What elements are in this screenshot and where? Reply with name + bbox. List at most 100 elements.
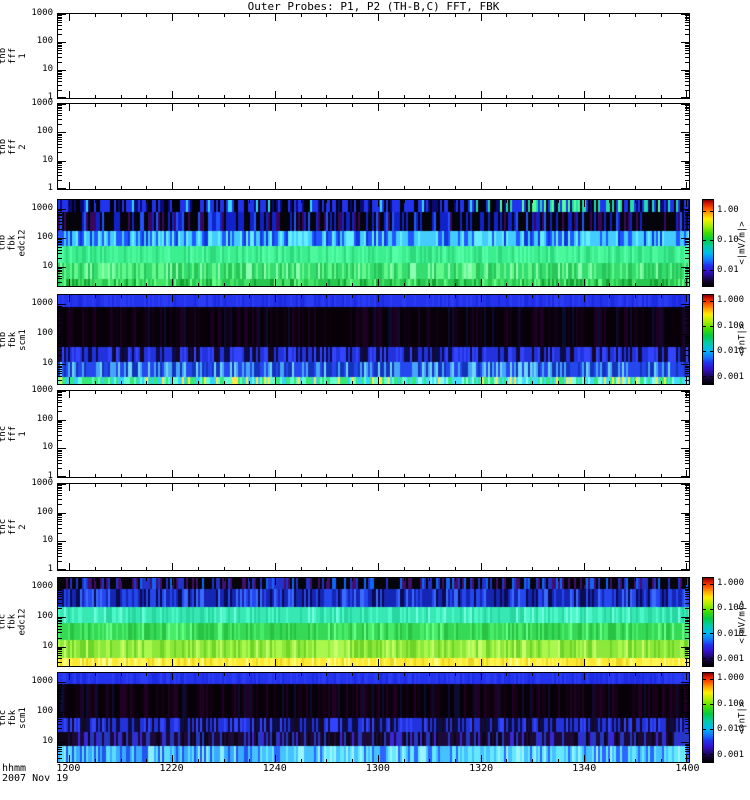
x-major-tick [172, 14, 173, 21]
x-major-tick [584, 578, 585, 585]
y-minor-tick [58, 395, 62, 396]
y-minor-tick [58, 115, 62, 116]
y-minor-tick [685, 632, 689, 633]
x-minor-tick [455, 474, 456, 477]
x-minor-tick [404, 104, 405, 107]
x-minor-tick [532, 673, 533, 676]
x-minor-tick [558, 283, 559, 286]
y-minor-tick [58, 717, 62, 718]
x-minor-tick [635, 578, 636, 581]
y-major-tick [681, 188, 689, 189]
y-minor-tick [685, 603, 689, 604]
y-major-tick [681, 70, 689, 71]
x-minor-tick [429, 95, 430, 98]
x-minor-tick [95, 283, 96, 286]
y-minor-tick [685, 167, 689, 168]
x-minor-tick [506, 578, 507, 581]
y-minor-tick [58, 380, 62, 381]
x-major-tick [172, 295, 173, 302]
y-minor-tick [685, 241, 689, 242]
colorbar-tick [703, 326, 706, 327]
y-minor-tick [58, 43, 62, 44]
x-minor-tick [404, 673, 405, 676]
y-minor-tick [58, 50, 62, 51]
x-minor-tick [146, 295, 147, 298]
x-minor-tick [506, 673, 507, 676]
y-minor-tick [685, 744, 689, 745]
x-minor-tick [635, 186, 636, 189]
x-major-tick [172, 391, 173, 398]
x-minor-tick [609, 567, 610, 570]
x-minor-tick [455, 14, 456, 17]
y-minor-tick [685, 43, 689, 44]
x-minor-tick [609, 95, 610, 98]
y-minor-tick [685, 749, 689, 750]
x-minor-tick [404, 283, 405, 286]
x-minor-tick [455, 567, 456, 570]
x-major-tick [481, 91, 482, 98]
spectrogram-thb-fbk-scm1 [58, 295, 689, 384]
x-minor-tick [609, 200, 610, 203]
x-minor-tick [249, 295, 250, 298]
x-major-tick [378, 182, 379, 189]
x-minor-tick [146, 567, 147, 570]
x-minor-tick [352, 673, 353, 676]
y-minor-tick [58, 169, 62, 170]
x-major-tick [275, 563, 276, 570]
x-major-tick [275, 755, 276, 762]
x-major-tick [481, 279, 482, 286]
x-minor-tick [224, 14, 225, 17]
y-major-tick [681, 161, 689, 162]
y-minor-tick [58, 744, 62, 745]
x-minor-tick [635, 200, 636, 203]
y-major-tick [58, 238, 66, 239]
y-minor-tick [685, 485, 689, 486]
y-minor-tick [58, 355, 62, 356]
y-minor-tick [58, 638, 62, 639]
x-minor-tick [661, 391, 662, 394]
y-minor-tick [685, 169, 689, 170]
y-minor-tick [685, 78, 689, 79]
x-major-tick [378, 563, 379, 570]
y-minor-tick [685, 15, 689, 16]
x-minor-tick [429, 567, 430, 570]
panel-thc-fff-2 [57, 483, 690, 571]
y-minor-tick [685, 212, 689, 213]
y-minor-tick [58, 406, 62, 407]
y-minor-tick [685, 714, 689, 715]
colorbar-thc-fbk-edc12 [702, 577, 714, 667]
panel-label-text: thb fff 1 [0, 47, 28, 65]
y-minor-tick [58, 268, 62, 269]
y-tick-label: 1000 [31, 203, 53, 213]
x-minor-tick [558, 104, 559, 107]
y-minor-tick [685, 515, 689, 516]
x-minor-tick [224, 673, 225, 676]
x-minor-tick [635, 663, 636, 666]
x-minor-tick [532, 381, 533, 384]
x-major-tick [584, 563, 585, 570]
y-minor-tick [685, 691, 689, 692]
y-minor-tick [58, 694, 62, 695]
y-minor-tick [58, 453, 62, 454]
y-minor-tick [58, 110, 62, 111]
x-minor-tick [404, 295, 405, 298]
y-minor-tick [58, 239, 62, 240]
x-major-tick [481, 470, 482, 477]
y-minor-tick [58, 139, 62, 140]
y-minor-tick [58, 212, 62, 213]
y-minor-tick [685, 596, 689, 597]
y-minor-tick [58, 325, 62, 326]
colorbar-tick-label: 1.000 [717, 673, 745, 683]
x-minor-tick [455, 759, 456, 762]
x-major-tick [275, 377, 276, 384]
y-minor-tick [58, 621, 62, 622]
x-minor-tick [121, 381, 122, 384]
y-minor-tick [685, 450, 689, 451]
y-minor-tick [58, 167, 62, 168]
x-minor-tick [224, 578, 225, 581]
y-minor-tick [685, 453, 689, 454]
y-minor-tick [685, 402, 689, 403]
y-minor-tick [58, 392, 62, 393]
x-minor-tick [404, 95, 405, 98]
x-minor-tick [326, 381, 327, 384]
